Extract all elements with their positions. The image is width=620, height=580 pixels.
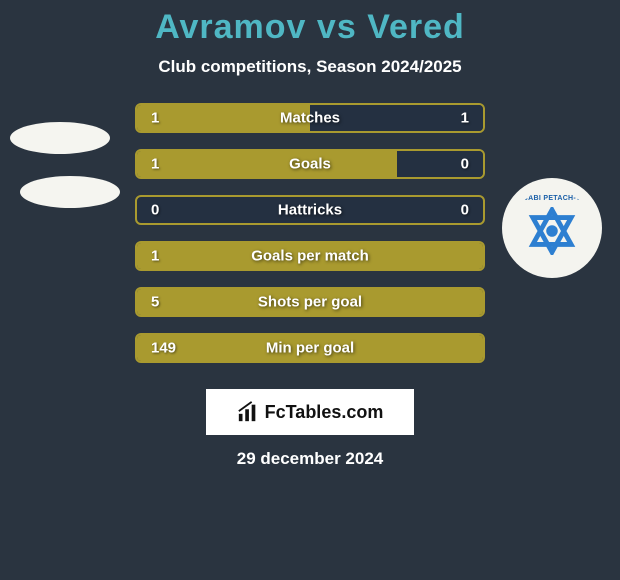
stat-value-left: 5 bbox=[151, 294, 159, 311]
stat-row: 1 1 Matches bbox=[0, 103, 620, 149]
player-2-name: Vered bbox=[367, 8, 465, 46]
stat-bar-left bbox=[137, 151, 397, 177]
stat-label: Goals per match bbox=[251, 248, 369, 265]
stat-rows: 1 1 Matches 1 0 Goals 0 0 Hattricks 1 Goals per ma… bbox=[0, 103, 620, 379]
fctables-brand: FcTables.com bbox=[206, 389, 414, 435]
date-text: 29 december 2024 bbox=[0, 449, 620, 469]
comparison-card: Avramov vs Vered Club competitions, Seas… bbox=[0, 0, 620, 580]
brand-text: FcTables.com bbox=[265, 402, 384, 423]
stat-value-left: 1 bbox=[151, 156, 159, 173]
stat-value-left: 1 bbox=[151, 248, 159, 265]
stat-label: Min per goal bbox=[266, 340, 354, 357]
stat-label: Matches bbox=[280, 110, 340, 127]
subtitle: Club competitions, Season 2024/2025 bbox=[0, 57, 620, 77]
stat-value-left: 149 bbox=[151, 340, 176, 357]
stat-row: 1 Goals per match bbox=[0, 241, 620, 287]
stat-bar-track: 5 Shots per goal bbox=[135, 287, 485, 317]
stat-bar-track: 149 Min per goal bbox=[135, 333, 485, 363]
stat-bar-right bbox=[397, 151, 484, 177]
stat-row: 0 0 Hattricks bbox=[0, 195, 620, 241]
page-title: Avramov vs Vered bbox=[0, 8, 620, 47]
stat-bar-track: 1 1 Matches bbox=[135, 103, 485, 133]
chart-icon bbox=[237, 401, 259, 423]
stat-value-right: 0 bbox=[461, 202, 469, 219]
stat-row: 1 0 Goals bbox=[0, 149, 620, 195]
stat-bar-track: 1 Goals per match bbox=[135, 241, 485, 271]
stat-value-left: 0 bbox=[151, 202, 159, 219]
stat-value-right: 1 bbox=[461, 110, 469, 127]
stat-value-left: 1 bbox=[151, 110, 159, 127]
stat-value-right: 0 bbox=[461, 156, 469, 173]
vs-text: vs bbox=[317, 8, 357, 46]
stat-label: Goals bbox=[289, 156, 331, 173]
stat-label: Shots per goal bbox=[258, 294, 362, 311]
stat-row: 149 Min per goal bbox=[0, 333, 620, 379]
stat-label: Hattricks bbox=[278, 202, 342, 219]
player-1-name: Avramov bbox=[155, 8, 306, 46]
stat-bar-track: 0 0 Hattricks bbox=[135, 195, 485, 225]
stat-bar-track: 1 0 Goals bbox=[135, 149, 485, 179]
stat-row: 5 Shots per goal bbox=[0, 287, 620, 333]
